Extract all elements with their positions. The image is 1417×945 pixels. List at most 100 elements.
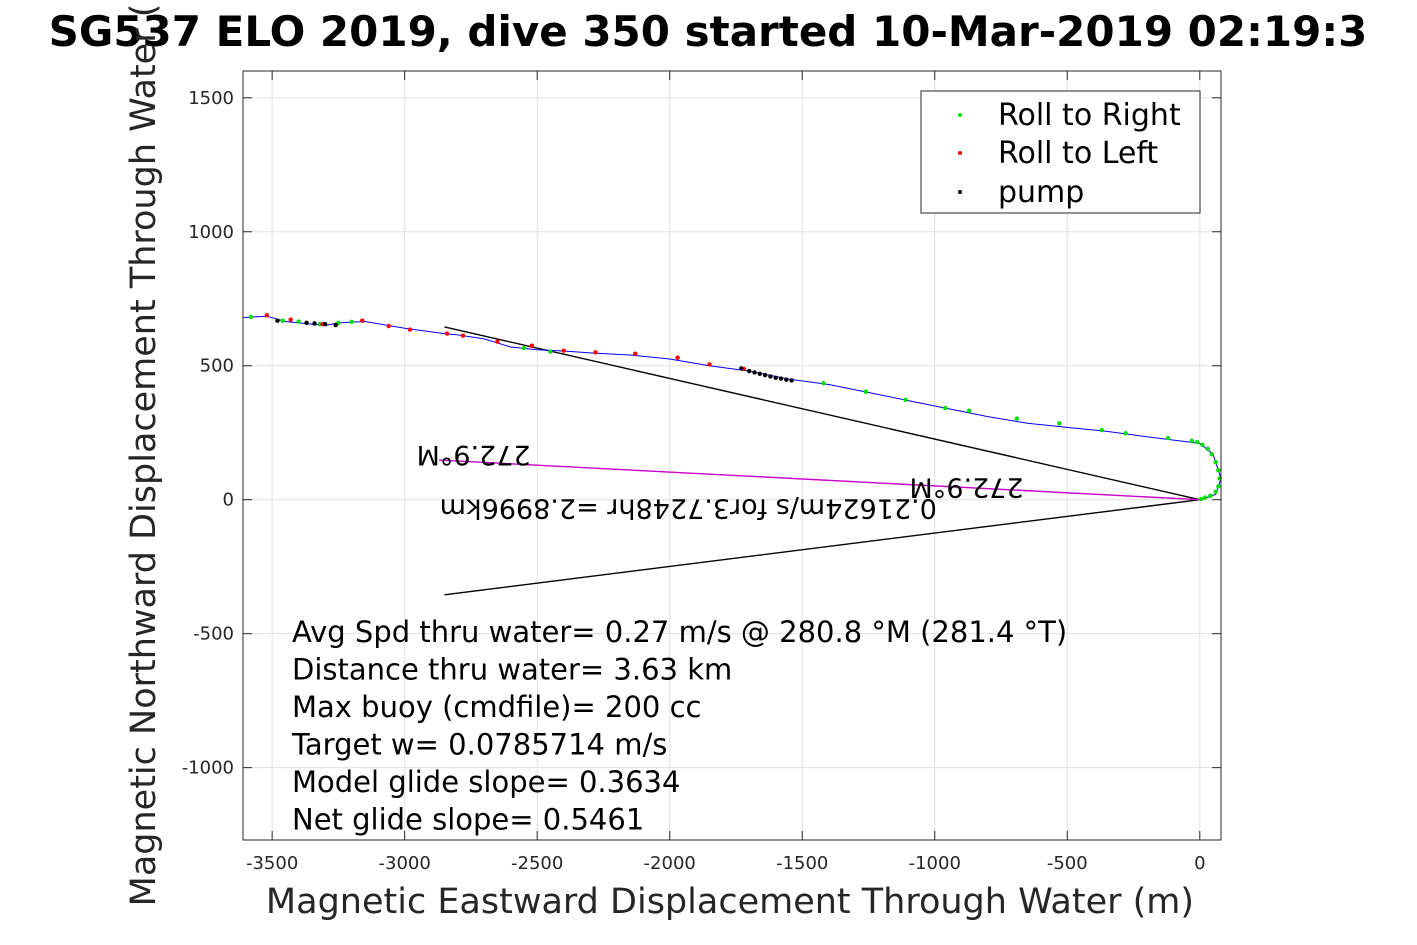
roll-right-point <box>943 405 948 411</box>
roll-left-point <box>360 318 365 323</box>
roll-left-point <box>264 313 270 318</box>
roll-left-point <box>561 348 566 353</box>
y-tick-label: -1000 <box>182 758 234 779</box>
pump-point <box>747 368 752 374</box>
roll-right-point <box>1200 442 1205 447</box>
pump-point <box>312 321 317 326</box>
pump-point <box>789 378 794 383</box>
roll-right-point <box>1057 421 1062 426</box>
roll-right-point <box>296 319 301 324</box>
pump-point <box>322 322 328 327</box>
y-tick-label: 1000 <box>188 222 234 243</box>
roll-right-point <box>1189 438 1195 443</box>
roll-right-point <box>280 318 285 323</box>
roll-left-point <box>593 350 598 355</box>
x-tick-label: -1500 <box>776 853 828 874</box>
pump-point <box>739 366 744 371</box>
roll-right-point <box>1209 451 1214 457</box>
plot-frame <box>242 70 1222 841</box>
x-tick-label: -1000 <box>909 853 961 874</box>
roll-right-point <box>521 345 527 351</box>
legend-roll-left: Roll to Left <box>998 136 1158 171</box>
roll-right-point <box>1014 416 1020 421</box>
flipped-label: 272.9°M <box>910 471 1024 502</box>
annotation-line: Max buoy (cmdfile)= 200 cc <box>292 690 701 724</box>
roll-left-point <box>495 339 500 344</box>
pump-point <box>762 372 768 378</box>
x-ticks: -3500 -3000 -2500 -2000 -1500 -1000 -500 0 <box>246 71 1206 874</box>
roll-right-point <box>1213 459 1218 465</box>
x-tick-label: 0 <box>1194 853 1205 874</box>
y-tick-label: 1500 <box>188 88 234 109</box>
roll-left-point <box>386 323 391 329</box>
annotation-line: Net glide slope= 0.5461 <box>292 803 644 837</box>
annotation-line: Model glide slope= 0.3634 <box>292 765 680 799</box>
roll-right-point <box>1216 484 1221 489</box>
pump-point <box>304 320 309 326</box>
pump-point <box>773 375 778 380</box>
roll-right-point <box>1194 439 1200 445</box>
y-axis-label: Magnetic Northward Displacement Through … <box>124 4 164 907</box>
roll-right-point <box>349 319 354 324</box>
legend: Roll to Right Roll to Left pump <box>920 90 1201 214</box>
roll-left-point <box>633 351 638 356</box>
pump-point <box>333 322 338 328</box>
lower-bound-line <box>444 499 1200 596</box>
legend-marker-roll-right <box>958 113 962 117</box>
roll-left-point <box>444 331 450 336</box>
guide-lines <box>439 326 1200 596</box>
legend-roll-right: Roll to Right <box>998 98 1181 133</box>
annotation-line: Distance thru water= 3.63 km <box>292 653 732 687</box>
pump-point <box>757 371 763 376</box>
x-tick-label: -3500 <box>246 853 298 874</box>
roll-right-point <box>1165 435 1171 441</box>
roll-right-point <box>863 389 869 394</box>
roll-left-point <box>407 327 413 332</box>
annotations: Avg Spd thru water= 0.27 m/s @ 280.8 °M … <box>291 615 1067 837</box>
legend-marker-pump <box>958 190 962 194</box>
roll-right-point <box>1202 495 1208 500</box>
roll-right-point <box>1198 496 1204 502</box>
pump-point <box>784 377 789 382</box>
y-ticks: -1000 -500 0 500 1000 1500 <box>182 88 1221 779</box>
pump-point <box>752 370 757 375</box>
upper-bound-line <box>444 326 1200 501</box>
roll-left-point <box>529 343 535 348</box>
roll-left-point <box>675 355 680 360</box>
roll-right-point <box>903 397 908 402</box>
flipped-label: 272.9°M <box>417 439 531 470</box>
roll-right-point <box>1123 431 1128 436</box>
x-tick-label: -2000 <box>644 853 696 874</box>
roll-right-point <box>248 314 254 320</box>
roll-right-point <box>1099 427 1104 433</box>
legend-pump: pump <box>998 175 1084 210</box>
x-tick-label: -2500 <box>511 853 563 874</box>
net-vector-line <box>439 459 1200 501</box>
roll-right-point <box>967 408 972 413</box>
roll-left-point <box>288 317 293 322</box>
x-tick-label: -3000 <box>379 853 431 874</box>
annotation-line: Target w= 0.0785714 m/s <box>291 728 667 762</box>
x-tick-label: -500 <box>1047 853 1088 874</box>
roll-right-point <box>1205 446 1210 452</box>
y-tick-label: 0 <box>223 490 234 511</box>
markers <box>248 313 1222 502</box>
legend-box <box>920 90 1201 214</box>
roll-right-point <box>1213 489 1218 494</box>
roll-right-point <box>821 380 826 386</box>
chart-title: SG537 ELO 2019, dive 350 started 10-Mar-… <box>49 7 1368 56</box>
roll-left-point <box>707 362 712 367</box>
y-tick-label: -500 <box>193 624 234 645</box>
legend-marker-roll-left <box>958 151 962 155</box>
roll-right-point <box>1216 468 1221 473</box>
pump-point <box>778 376 784 381</box>
roll-right-point <box>1208 493 1213 498</box>
pump-point <box>275 318 280 323</box>
roll-right-point <box>548 349 553 354</box>
roll-left-point <box>460 333 466 338</box>
annotation-line: Avg Spd thru water= 0.27 m/s @ 280.8 °M … <box>292 615 1067 649</box>
y-tick-label: 500 <box>200 356 234 377</box>
flipped-label: 0.21624m/s for3.7248hr =2.8996km <box>440 493 937 524</box>
